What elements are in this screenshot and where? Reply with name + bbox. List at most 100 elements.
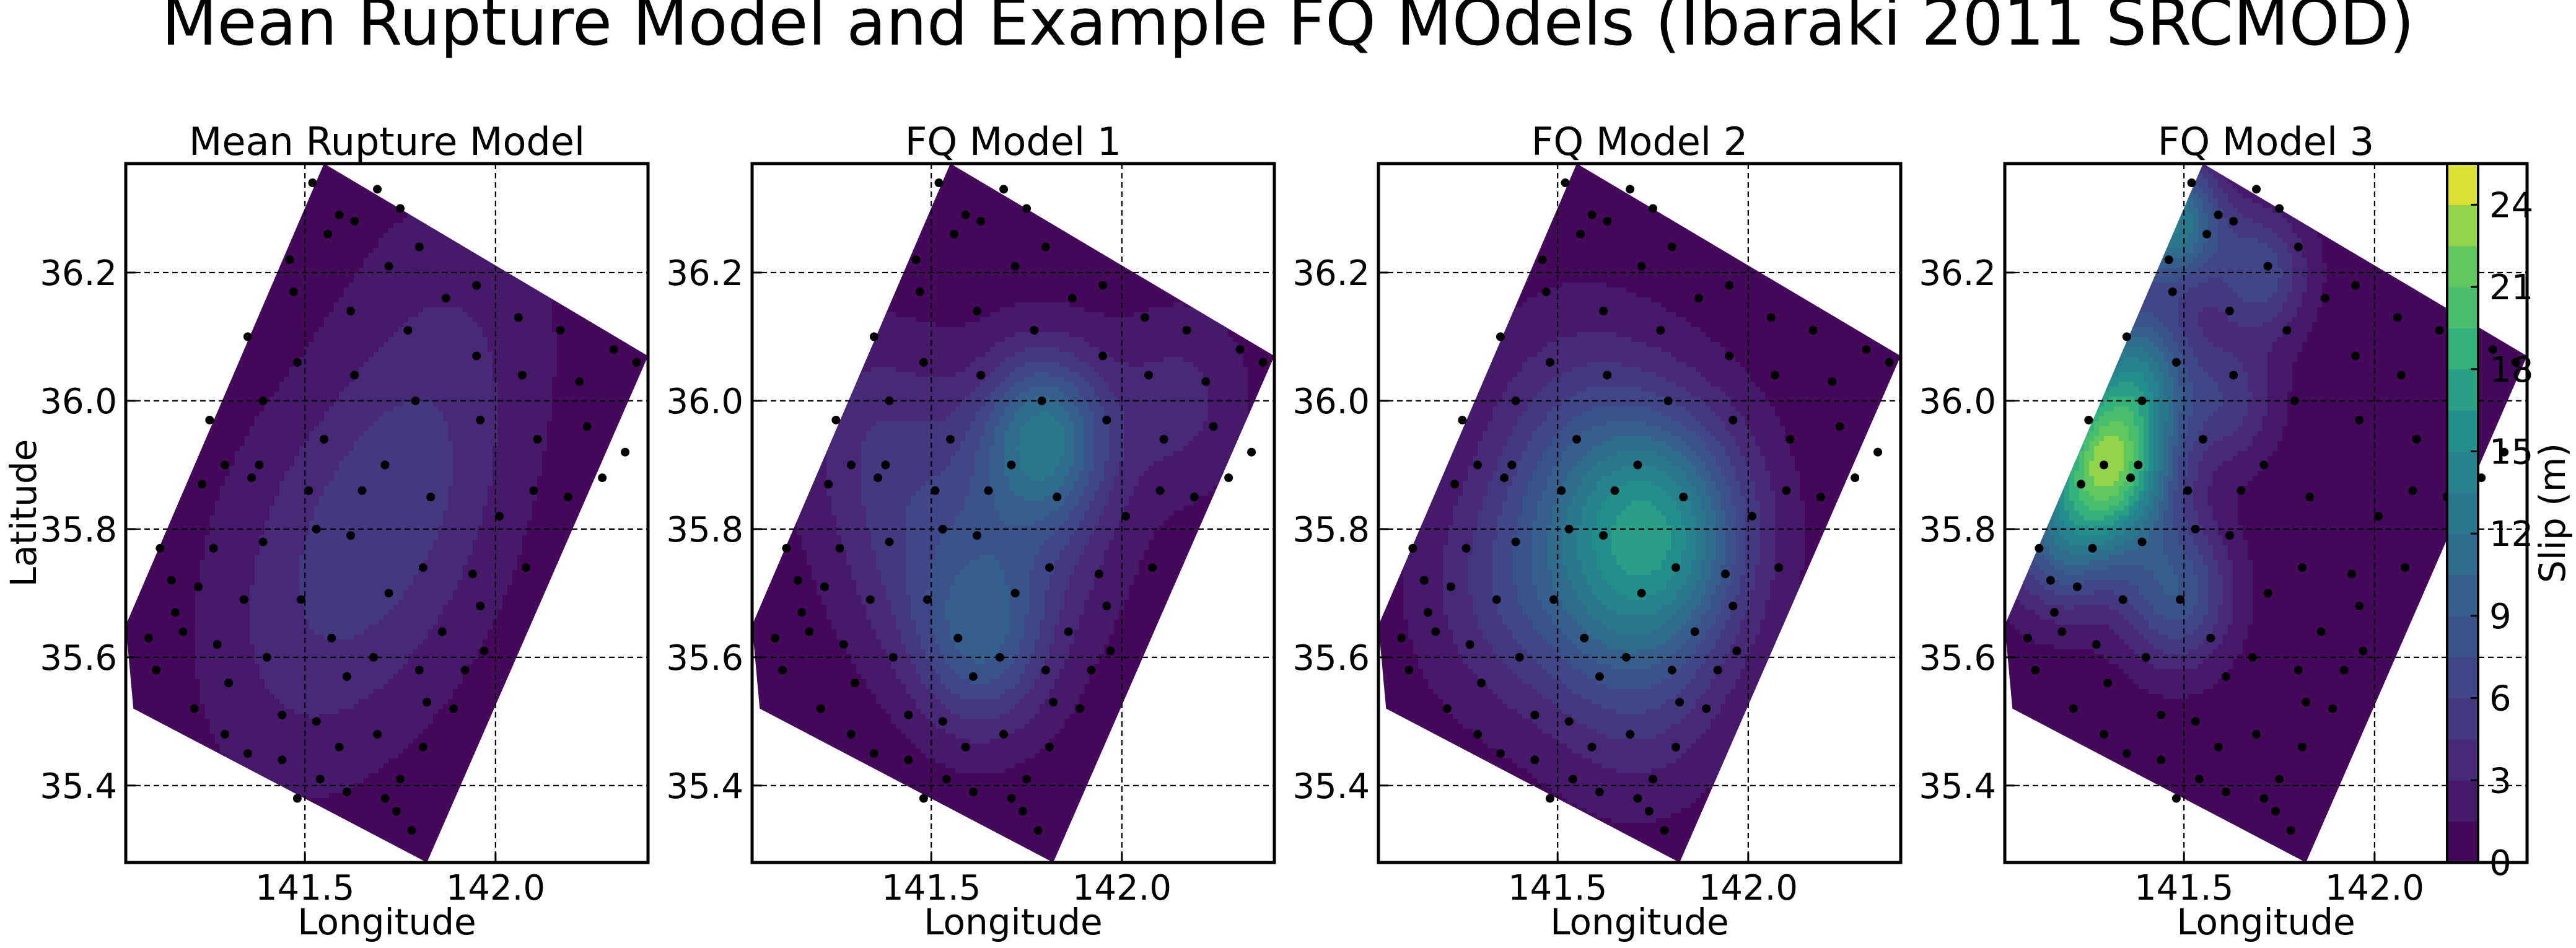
subfault-point	[2084, 416, 2093, 424]
subfault-point	[610, 345, 618, 354]
colorbar-level	[2447, 246, 2478, 287]
subfault-point	[1259, 358, 1268, 367]
subfault-point	[1771, 371, 1779, 380]
colorbar-tick-label: 0	[2489, 843, 2512, 884]
colorbar-tick-label: 6	[2489, 679, 2512, 719]
subfault-point	[935, 178, 944, 187]
subfault-point	[2374, 512, 2383, 520]
subfault-point	[343, 788, 351, 796]
subfault-point	[1160, 435, 1168, 444]
subfault-point	[782, 544, 791, 553]
subfault-point	[2165, 255, 2173, 264]
colorbar-level	[2447, 533, 2478, 575]
subfault-point	[2275, 204, 2284, 213]
colorbar-level	[2447, 287, 2478, 328]
subfault-point	[1201, 377, 1210, 386]
subfault-point	[350, 217, 359, 226]
subfault-point	[1236, 345, 1245, 354]
subfault-point	[1022, 204, 1031, 213]
subfault-point	[1121, 512, 1130, 520]
colorbar-level	[2447, 369, 2478, 411]
y-tick-label: 36.2	[666, 253, 743, 294]
subfault-point	[2069, 704, 2078, 713]
subfault-point	[1637, 589, 1646, 597]
subfault-point	[309, 178, 317, 187]
subfault-point	[1542, 287, 1551, 296]
subfault-point	[1515, 653, 1524, 662]
subfault-point	[2294, 666, 2303, 675]
subfault-point	[1588, 211, 1597, 219]
subfault-point	[1782, 486, 1790, 495]
subfault-point	[1748, 512, 1756, 520]
subfault-point	[407, 826, 416, 835]
subfault-point	[472, 351, 481, 360]
subfault-point	[2282, 326, 2291, 335]
subfault-point	[358, 486, 367, 495]
subfault-point	[839, 640, 848, 649]
subfault-point	[1007, 794, 1015, 803]
subfault-point	[1546, 358, 1554, 367]
subfault-point	[1671, 563, 1680, 572]
subfault-point	[2134, 460, 2142, 469]
subfault-point	[426, 493, 435, 501]
subfault-point	[1572, 435, 1581, 444]
subfault-point	[346, 307, 355, 315]
subfault-point	[289, 287, 298, 296]
subfault-point	[1828, 377, 1836, 386]
subfault-point	[380, 794, 389, 803]
panel-title: FQ Model 3	[2158, 119, 2374, 164]
subfault-point	[939, 717, 947, 726]
subfault-point	[1546, 794, 1554, 803]
subfault-point	[392, 807, 401, 815]
subfault-point	[205, 416, 214, 424]
subfault-point	[1561, 178, 1570, 187]
subfault-point	[2195, 775, 2204, 783]
subfault-point	[2286, 826, 2295, 835]
subfault-point	[1033, 826, 1042, 835]
y-tick-label: 35.4	[40, 766, 117, 807]
subfault-point	[962, 211, 970, 219]
colorbar-level	[2447, 164, 2478, 205]
subfault-point	[247, 473, 256, 482]
subfault-point	[316, 775, 325, 783]
subfault-point	[468, 569, 477, 578]
y-tick-label: 36.0	[40, 382, 117, 422]
subfault-point	[1603, 371, 1611, 380]
subfault-point	[2222, 788, 2230, 796]
subfault-point	[2222, 672, 2230, 681]
subfault-point	[2275, 775, 2284, 783]
subfault-point	[820, 582, 829, 591]
subfault-point	[2302, 698, 2310, 706]
subfault-point	[889, 653, 898, 662]
subfault-point	[2225, 531, 2234, 540]
subfault-point	[2298, 743, 2307, 752]
subfault-point	[373, 730, 382, 739]
subfault-point	[198, 480, 206, 488]
subfault-point	[263, 653, 271, 662]
subfault-point	[335, 743, 344, 752]
subfault-point	[583, 422, 592, 431]
subfault-point	[2351, 351, 2360, 360]
subfault-point	[2259, 460, 2268, 469]
subfault-point	[2119, 595, 2127, 604]
subfault-point	[529, 486, 538, 495]
subfault-point	[2126, 473, 2135, 482]
subfault-point	[1538, 255, 1547, 264]
subfault-point	[1496, 749, 1505, 758]
subfault-point	[419, 743, 427, 752]
colorbar-label: Slip (m)	[2531, 443, 2574, 583]
subfault-point	[771, 634, 779, 643]
y-tick-label: 35.8	[40, 510, 117, 550]
subfault-point	[953, 634, 962, 643]
subfault-point	[1675, 698, 1684, 706]
subfault-point	[343, 672, 351, 681]
y-tick-label: 36.2	[1919, 253, 1996, 294]
subfault-point	[1649, 204, 1657, 213]
subfault-point	[1458, 416, 1466, 424]
subfault-point	[2294, 243, 2303, 252]
subfault-point	[312, 717, 321, 726]
